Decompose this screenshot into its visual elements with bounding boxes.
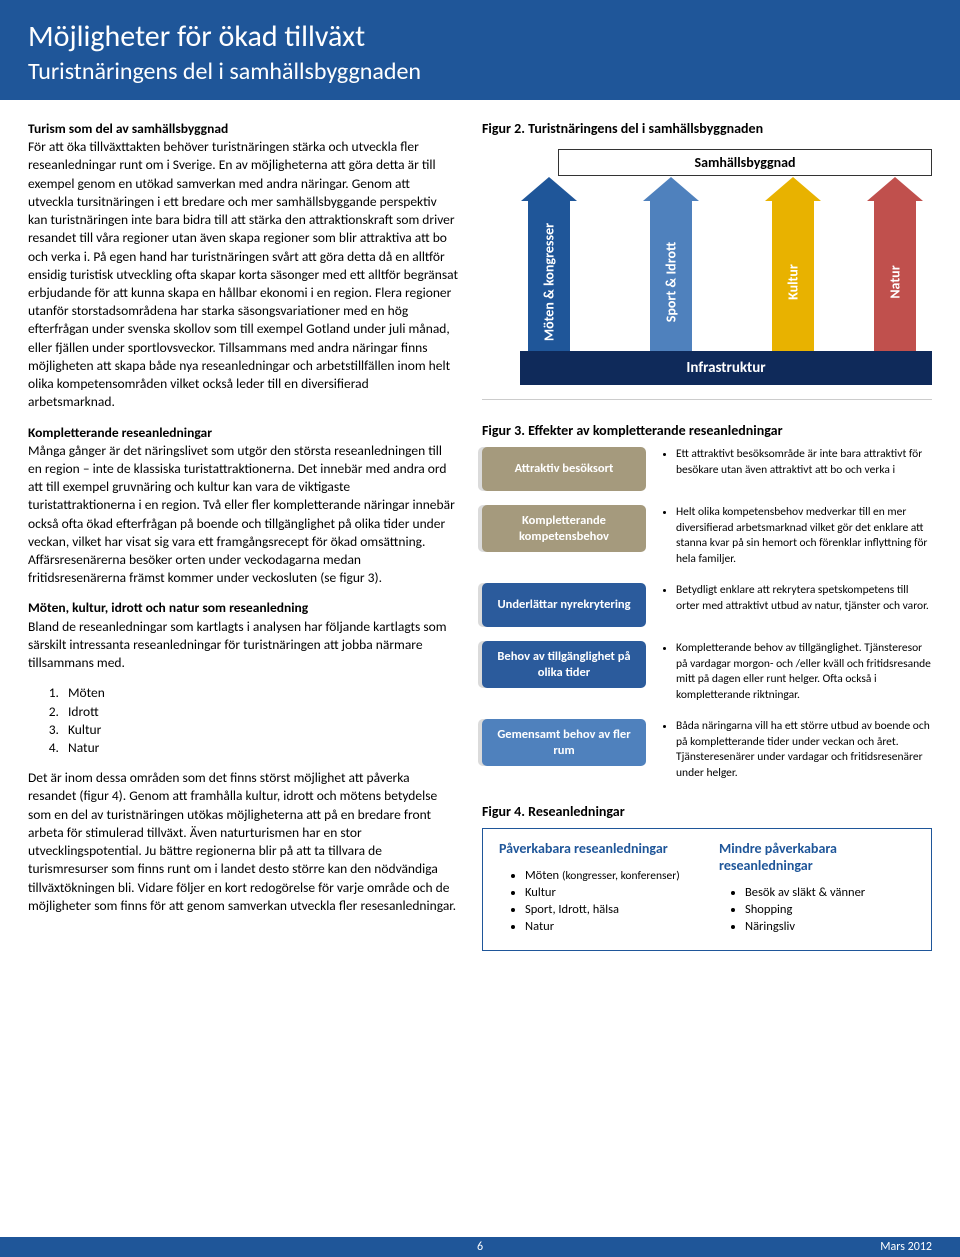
fig3-row: Underlättar nyrekrytering Betydligt enkla… — [482, 583, 932, 627]
fig4-list-item: Näringsliv — [745, 919, 915, 934]
fig2-arrow: Kultur — [772, 177, 814, 351]
fig3-row: Attraktiv besöksort Ett attraktivt besöks… — [482, 447, 932, 491]
fig2-bottom-banner: Infrastruktur — [520, 351, 932, 385]
list-item: Möten — [62, 684, 458, 702]
fig3-row: Gemensamt behov av fler rum Båda näringar… — [482, 719, 932, 783]
list-item: Idrott — [62, 703, 458, 721]
figure-4: Figur 4. Reseanledningar Påverkabara res… — [482, 803, 932, 951]
figure-4-title: Figur 4. Reseanledningar — [482, 803, 932, 820]
fig3-row: Behov av tillgänglighet på olika tider Ko… — [482, 641, 932, 705]
figure-4-box: Påverkabara reseanledningar Möten (kongr… — [482, 828, 932, 951]
fig3-bullet-text: Betydligt enklare att rekrytera spetskom… — [662, 583, 932, 616]
fig2-arrow: Sport & Idrott — [650, 177, 692, 351]
section-title-3: Möten, kultur, idrott och natur som rese… — [28, 599, 308, 616]
fig3-bullet-text: Båda näringarna vill ha ett större utbud… — [662, 719, 932, 783]
fig2-arrow-label: Sport & Idrott — [663, 242, 680, 322]
page-title: Möjligheter för ökad tillväxt — [28, 18, 932, 55]
page-header: Möjligheter för ökad tillväxt Turistnäri… — [0, 0, 960, 100]
section-title-2: Kompletterande reseanledningar — [28, 424, 212, 441]
page-number: 6 — [477, 1240, 483, 1254]
figure-2: Figur 2. Turistnäringens del i samhällsb… — [482, 120, 932, 400]
fig4-list-item: Shopping — [745, 902, 915, 917]
figure-2-title: Figur 2. Turistnäringens del i samhällsb… — [482, 120, 932, 137]
list-item: Natur — [62, 739, 458, 757]
fig2-arrow-label: Kultur — [785, 264, 802, 300]
page-footer: 6 Mars 2012 — [0, 1237, 960, 1257]
fig3-bullet-text: Helt olika kompetensbehov medverkar till… — [662, 505, 932, 569]
figure-3: Figur 3. Effekter av kompletterande rese… — [482, 422, 932, 783]
fig2-arrow-label: Möten & kongresser — [541, 223, 558, 341]
fig2-arrow: Natur — [874, 177, 916, 351]
body-text-3: Bland de reseanledningar som kartlagts i… — [28, 618, 447, 671]
fig3-card: Kompletterande kompetensbehov — [482, 505, 646, 552]
fig4-col-2: Mindre påverkabara reseanledningar Besök… — [719, 841, 915, 936]
figure-2-diagram: Samhällsbyggnad Möten & kongresser Sport … — [482, 145, 932, 385]
fig4-list-item: Kultur — [525, 885, 695, 900]
fig3-card: Underlättar nyrekrytering — [482, 583, 646, 627]
page-subtitle: Turistnäringens del i samhällsbyggnaden — [28, 57, 932, 86]
body-text-4: Det är inom dessa områden som det finns … — [28, 769, 458, 915]
fig4-list-item: Sport, Idrott, hälsa — [525, 902, 695, 917]
content-area: Turism som del av samhällsbyggnad För at… — [0, 100, 960, 951]
fig4-col2-title: Mindre påverkabara reseanledningar — [719, 841, 915, 875]
fig4-col-1: Påverkabara reseanledningar Möten (kongr… — [499, 841, 695, 936]
fig3-bullet-text: Kompletterande behov av tillgänglighet. … — [662, 641, 932, 705]
right-column: Figur 2. Turistnäringens del i samhällsb… — [482, 120, 932, 951]
fig2-arrow-label: Natur — [887, 265, 904, 298]
fig4-list-item: Besök av släkt & vänner — [745, 885, 915, 900]
footer-date: Mars 2012 — [880, 1240, 932, 1254]
fig3-bullet-text: Ett attraktivt besöksområde är inte bara… — [662, 447, 932, 480]
list-item: Kultur — [62, 721, 458, 739]
body-text-2: Många gånger är det näringslivet som utg… — [28, 442, 455, 587]
fig3-card: Attraktiv besöksort — [482, 447, 646, 491]
fig4-list-item: Möten (kongresser, konferenser) — [525, 868, 695, 883]
left-column: Turism som del av samhällsbyggnad För at… — [28, 120, 458, 951]
fig2-arrow: Möten & kongresser — [528, 177, 570, 351]
section-title-1: Turism som del av samhällsbyggnad — [28, 120, 228, 137]
fig3-card: Gemensamt behov av fler rum — [482, 719, 646, 766]
figure-3-title: Figur 3. Effekter av kompletterande rese… — [482, 422, 932, 439]
fig3-card: Behov av tillgänglighet på olika tider — [482, 641, 646, 688]
numbered-list: Möten Idrott Kultur Natur — [62, 684, 458, 757]
divider — [482, 399, 932, 400]
fig2-top-banner: Samhällsbyggnad — [558, 149, 932, 176]
fig4-list-item: Natur — [525, 919, 695, 934]
body-text-1: För att öka tillväxttakten behöver turis… — [28, 138, 458, 410]
fig4-col1-title: Påverkabara reseanledningar — [499, 841, 695, 858]
fig3-row: Kompletterande kompetensbehov Helt olika … — [482, 505, 932, 569]
